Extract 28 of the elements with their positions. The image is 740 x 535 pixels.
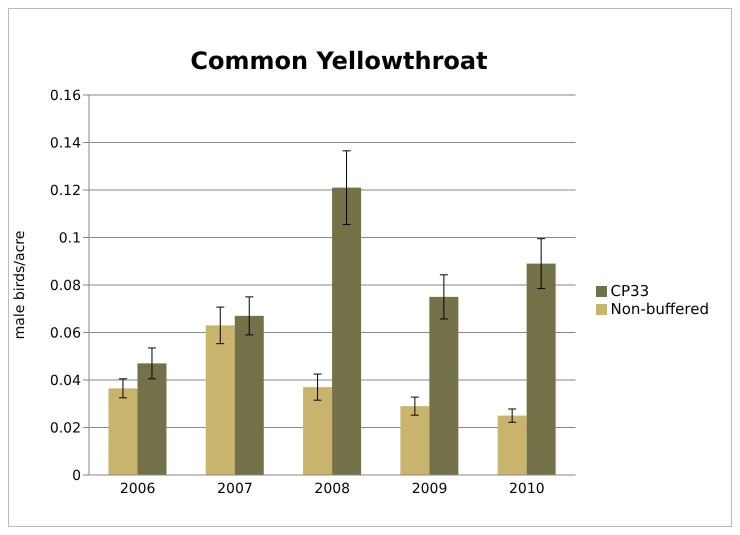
legend-label: Non-buffered bbox=[610, 300, 709, 318]
y-axis-title: male birds/acre bbox=[12, 230, 28, 340]
bar bbox=[206, 325, 235, 475]
bar bbox=[137, 363, 166, 475]
x-tick-label: 2008 bbox=[314, 480, 350, 497]
y-tick-label: 0 bbox=[72, 468, 81, 484]
x-tick-label: 2007 bbox=[217, 480, 253, 497]
bar bbox=[400, 406, 430, 475]
chart-title: Common Yellowthroat bbox=[189, 47, 489, 75]
y-tick-label: 0.14 bbox=[50, 135, 82, 152]
y-tick-label: 0.12 bbox=[50, 182, 81, 199]
legend-label: CP33 bbox=[610, 282, 650, 300]
y-tick-label: 0.04 bbox=[50, 372, 82, 389]
bar bbox=[303, 387, 332, 475]
x-tick-label: 2009 bbox=[412, 480, 448, 497]
y-tick-label: 0.16 bbox=[50, 88, 82, 104]
bar bbox=[429, 296, 458, 475]
y-tick-label: 0.08 bbox=[50, 278, 81, 294]
x-tick-label: 2010 bbox=[509, 480, 545, 497]
bar bbox=[498, 416, 527, 475]
x-tick-label: 2006 bbox=[120, 480, 156, 497]
y-tick-label: 0.1 bbox=[58, 230, 81, 246]
bar bbox=[526, 264, 556, 475]
y-tick-label: 0.06 bbox=[50, 325, 82, 342]
y-tick-label: 0.02 bbox=[50, 420, 81, 436]
bar bbox=[108, 388, 138, 475]
bar bbox=[234, 316, 264, 475]
bar bbox=[332, 188, 362, 475]
